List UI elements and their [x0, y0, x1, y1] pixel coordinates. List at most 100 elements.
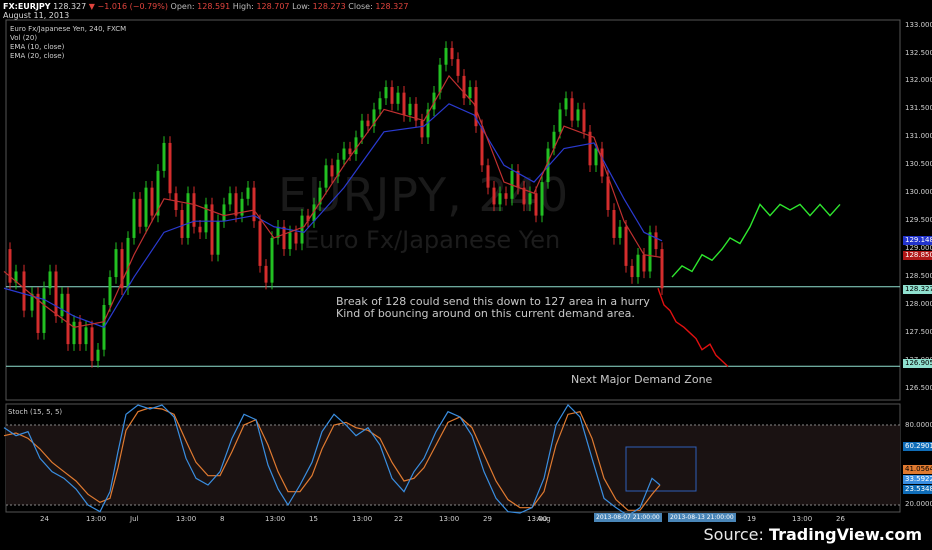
- time-axis-label: 29: [483, 515, 492, 523]
- candle-body: [330, 165, 334, 177]
- scenario-down-line: [657, 287, 729, 367]
- candle-body: [486, 165, 490, 188]
- stoch-band: [6, 425, 900, 505]
- candle-body: [288, 232, 292, 250]
- candle-body: [354, 137, 358, 155]
- candle-body: [150, 187, 154, 216]
- candle-body: [348, 148, 352, 155]
- close-label: Close:: [348, 2, 373, 11]
- candle-body: [66, 293, 70, 345]
- candle-body: [468, 87, 472, 99]
- time-axis-label: 8: [220, 515, 225, 523]
- candle-body: [60, 293, 64, 317]
- candle-body: [576, 109, 580, 121]
- candle-body: [234, 193, 238, 216]
- source-brand: TradingView.com: [768, 525, 922, 544]
- candle-body: [22, 271, 26, 311]
- candle-body: [456, 59, 460, 76]
- stoch-axis-20: 20.0000: [905, 500, 932, 508]
- high-label: High:: [232, 2, 254, 11]
- candle-body: [606, 176, 610, 210]
- candle-body: [132, 198, 136, 238]
- candle-body: [636, 254, 640, 278]
- time-axis-label: 19: [747, 515, 756, 523]
- price-axis-label: 130.000: [905, 188, 932, 197]
- price-axis-label: 128.000: [905, 300, 932, 308]
- candle-body: [390, 87, 394, 104]
- stoch-title[interactable]: Stoch (15, 5, 5): [8, 408, 63, 416]
- annotation-break[interactable]: Break of 128 could send this down to 127…: [336, 295, 650, 308]
- price-axis-label: 131.500: [905, 104, 932, 113]
- candle-body: [516, 170, 520, 188]
- time-axis-label: 15: [309, 515, 318, 523]
- candle-body: [450, 47, 454, 60]
- candle-body: [210, 204, 214, 255]
- candle-body: [126, 237, 130, 289]
- candle-body: [642, 254, 646, 272]
- candle-body: [252, 187, 256, 222]
- last-price: 128.327: [53, 2, 87, 11]
- candle-body: [306, 215, 310, 222]
- symbol-name[interactable]: FX:EURJPY: [3, 2, 51, 11]
- stoch-tag-2: 41.0564: [903, 465, 932, 474]
- time-axis-label: 22: [394, 515, 403, 523]
- candle-body: [600, 148, 604, 177]
- candle-body: [360, 120, 364, 138]
- price-axis-label: 126.500: [905, 383, 932, 392]
- annotation-demand-zone[interactable]: Next Major Demand Zone: [571, 373, 713, 386]
- time-axis-label: Jul: [130, 515, 139, 523]
- source-credit[interactable]: Source: TradingView.com: [704, 525, 922, 544]
- date-tag-end: 2013-08-13 21:00:00: [668, 513, 736, 522]
- candle-body: [444, 47, 448, 65]
- candle-body: [522, 187, 526, 205]
- ema20-line: [3, 103, 663, 329]
- candle-body: [558, 109, 562, 132]
- price-axis-label: 128.500: [905, 272, 932, 281]
- price-tag-last: 128.327: [903, 285, 932, 294]
- candle-body: [240, 198, 244, 216]
- candle-body: [258, 221, 262, 266]
- candle-body: [654, 232, 658, 250]
- candle-body: [630, 265, 634, 278]
- legend-ema10[interactable]: EMA (10, close): [10, 43, 65, 51]
- price-axis-label: 132.500: [905, 48, 932, 57]
- candle-body: [618, 226, 622, 238]
- time-axis-label: 13:00: [176, 515, 197, 523]
- time-axis-label: 13:00: [439, 515, 460, 523]
- legend-vol[interactable]: Vol (20): [10, 34, 38, 42]
- candle-body: [438, 64, 442, 93]
- legend-title[interactable]: Euro Fx/Japanese Yen, 240, FXCM: [10, 25, 127, 33]
- candle-body: [294, 232, 298, 244]
- candle-body: [624, 226, 628, 266]
- chart-date: August 11, 2013: [3, 11, 70, 20]
- legend-ema20[interactable]: EMA (20, close): [10, 52, 65, 60]
- ema10-line: [3, 74, 663, 328]
- source-prefix: Source:: [703, 525, 769, 544]
- change-arrow: ▼: [88, 2, 95, 11]
- candle-body: [222, 204, 226, 222]
- time-axis-label: 13:00: [265, 515, 286, 523]
- stoch-tag-1: 60.2901: [903, 442, 932, 451]
- candle-body: [420, 120, 424, 138]
- candle-body: [534, 193, 538, 216]
- candle-body: [582, 109, 586, 132]
- date-tag-start: 2013-08-07 21:00:00: [594, 513, 662, 522]
- candle-body: [144, 187, 148, 227]
- candle-body: [564, 98, 568, 110]
- candle-body: [312, 204, 316, 222]
- change-value: −1.016 (−0.79%): [97, 2, 168, 11]
- candle-body: [84, 327, 88, 345]
- candle-body: [300, 215, 304, 244]
- candle-body: [480, 126, 484, 166]
- stoch-d-line: [3, 407, 661, 511]
- candle-body: [138, 198, 142, 227]
- candle-body: [180, 210, 184, 238]
- price-pane-frame: [5, 19, 901, 401]
- candle-body: [408, 103, 412, 115]
- candle-body: [660, 249, 664, 289]
- time-axis-label: 13:00: [527, 515, 548, 523]
- annotation-bounce[interactable]: Kind of bouncing around on this current …: [336, 307, 635, 320]
- stoch-tag-3: 33.5922: [903, 475, 932, 484]
- candle-body: [372, 109, 376, 127]
